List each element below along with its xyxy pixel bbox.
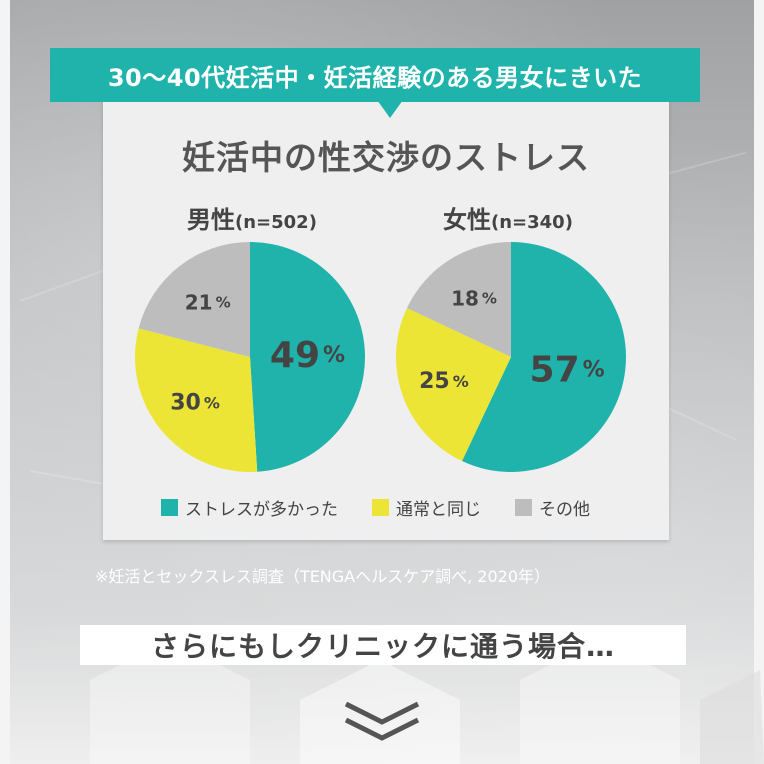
page-edge-right <box>754 0 764 764</box>
legend-swatch-stress <box>161 499 178 516</box>
page-edge-left <box>0 0 10 764</box>
source-note: ※妊活とセックスレス調査（TENGAヘルスケア調べ, 2020年） <box>95 567 551 586</box>
double-chevron-down-icon[interactable] <box>342 700 422 744</box>
legend-item-same: 通常と同じ <box>372 495 481 520</box>
female-label-other: 18% <box>451 287 497 311</box>
female-slice-same <box>395 308 511 462</box>
banner-pointer <box>377 100 403 118</box>
male-label-same: 30% <box>170 390 220 415</box>
chart-title: 妊活中の性交渉のストレス <box>182 138 590 177</box>
legend-label-other: その他 <box>539 500 590 520</box>
clinic-heading: さらにもしクリニックに通う場合… <box>80 625 686 665</box>
male-name: 男性 <box>187 206 235 234</box>
legend-swatch-same <box>372 499 389 516</box>
pie-charts: 49 % 30 % 21% 57 % 25 % 18% <box>135 242 626 472</box>
legend-swatch-other <box>515 499 532 516</box>
female-label-same: 25% <box>419 369 469 394</box>
survey-banner: 30〜40代妊活中・妊活経験のある男女にきいた <box>50 48 700 102</box>
female-name: 女性 <box>443 206 491 234</box>
banner-text: 30〜40代妊活中・妊活経験のある男女にきいた <box>107 63 643 92</box>
male-slice-same <box>135 328 258 472</box>
female-n: (n=340) <box>491 212 573 233</box>
female-pie: 57 % 25 % 18% <box>395 242 626 472</box>
legend-label-stress: ストレスが多かった <box>185 500 338 520</box>
female-slice-other <box>406 242 511 357</box>
legend-item-stress: ストレスが多かった <box>161 495 338 520</box>
legend: ストレスが多かった 通常と同じ その他 <box>161 495 624 520</box>
female-label-stress: 57% <box>530 349 605 390</box>
male-n: (n=502) <box>235 212 317 233</box>
male-label-stress: 49% <box>270 335 345 376</box>
male-label: 男性(n=502) <box>187 200 317 235</box>
male-slice-other <box>138 242 250 357</box>
male-pie: 49 % 30 % 21% <box>135 242 365 472</box>
legend-item-other: その他 <box>515 495 590 520</box>
female-label: 女性(n=340) <box>443 200 573 235</box>
legend-label-same: 通常と同じ <box>396 500 481 520</box>
chart-card: 妊活中の性交渉のストレス 男性(n=502) 女性(n=340) 49% 30% 2… <box>103 95 669 540</box>
female-slice-stress <box>462 242 626 472</box>
male-label-other: 21% <box>185 290 231 314</box>
hexagon-pattern <box>90 640 764 764</box>
male-slice-stress <box>250 242 365 472</box>
